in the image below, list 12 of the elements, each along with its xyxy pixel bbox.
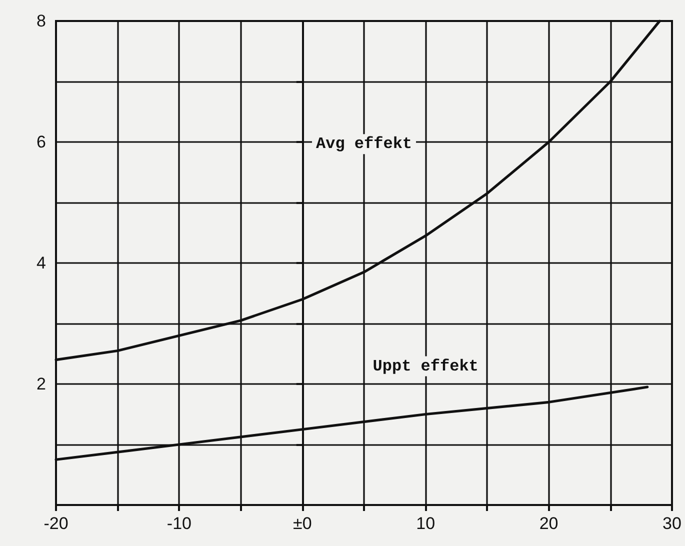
x-tick-label: 10 [416, 514, 436, 533]
x-tick-label: 30 [662, 514, 682, 533]
x-tick-label: -20 [44, 514, 68, 533]
x-tick-label: -10 [166, 514, 192, 533]
x-tick-label: ±0 [293, 514, 312, 533]
y-tick-label: 6 [36, 132, 46, 152]
x-tick-label: 20 [539, 514, 558, 533]
y-tick-label: 8 [36, 12, 46, 30]
text: Uppt effekt [372, 357, 478, 376]
y-tick-label: 4 [36, 254, 46, 272]
y-tick-label: 2 [36, 374, 46, 394]
legend-label: Avg effekt [316, 135, 412, 154]
